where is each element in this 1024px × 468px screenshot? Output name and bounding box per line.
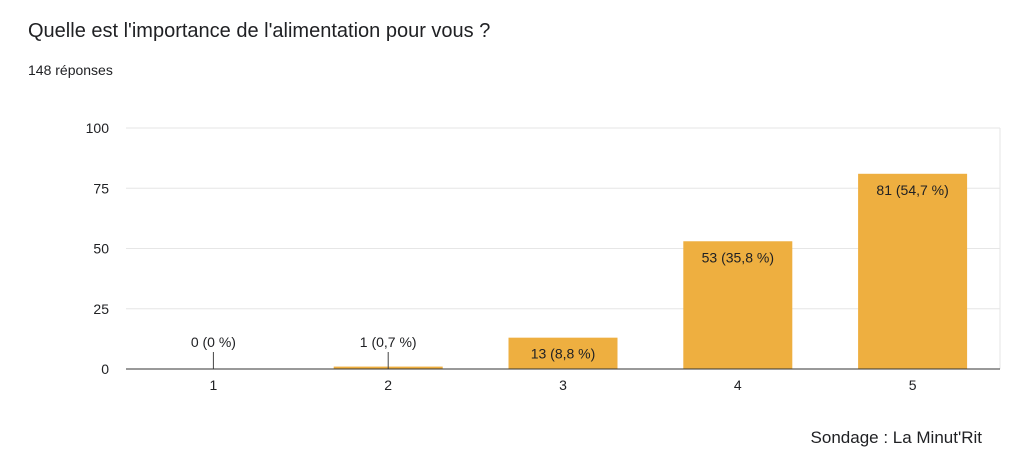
x-tick-label: 5	[909, 377, 917, 393]
y-tick-label: 50	[93, 241, 109, 257]
x-tick-label: 4	[734, 377, 742, 393]
response-count: 148 réponses	[28, 62, 113, 78]
data-label: 0 (0 %)	[191, 334, 236, 350]
x-tick-label: 2	[384, 377, 392, 393]
bar	[858, 173, 968, 369]
source-note: Sondage : La Minut'Rit	[810, 428, 982, 447]
y-tick-label: 100	[86, 120, 110, 136]
bar	[683, 241, 793, 369]
y-tick-label: 0	[101, 361, 109, 377]
chart-title: Quelle est l'importance de l'alimentatio…	[28, 20, 491, 42]
x-tick-label: 1	[210, 377, 218, 393]
data-label: 53 (35,8 %)	[702, 249, 774, 265]
bar	[508, 337, 618, 369]
data-label: 81 (54,7 %)	[876, 182, 948, 198]
data-label: 1 (0,7 %)	[360, 334, 417, 350]
x-tick-label: 3	[559, 377, 567, 393]
y-tick-label: 75	[93, 180, 109, 196]
y-tick-label: 25	[93, 301, 109, 317]
data-label: 13 (8,8 %)	[531, 346, 596, 362]
